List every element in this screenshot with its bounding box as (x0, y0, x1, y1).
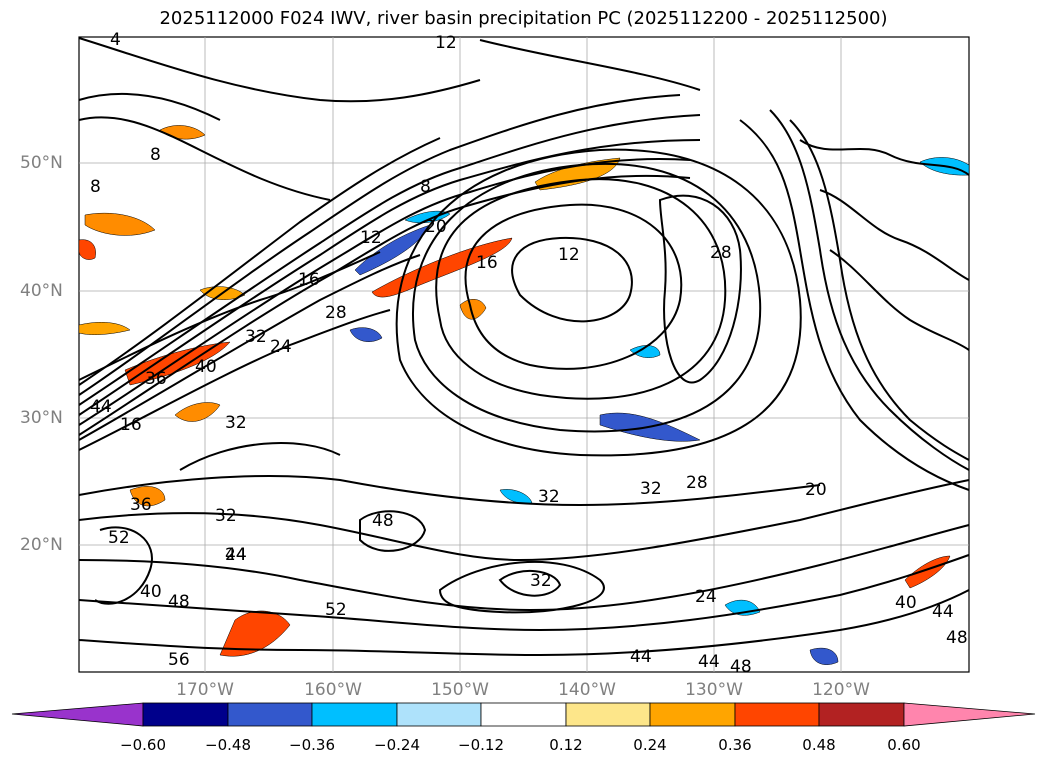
colorbar-bin (734, 702, 820, 727)
colorbar-bin (311, 702, 398, 727)
contour-labels: 4 8 8 8 12 12 12 16 16 16 20 20 24 24 24… (90, 30, 968, 677)
contour-label: 32 (538, 487, 560, 507)
colorbar-tick-label: 0.12 (549, 736, 583, 754)
lat-label: 40°N (20, 281, 63, 301)
contour-label: 24 (695, 587, 717, 607)
colorbar-bin (818, 702, 905, 727)
contour-label: 48 (372, 511, 394, 531)
contour-label: 8 (150, 145, 161, 165)
colorbar-bin (480, 702, 567, 727)
contour-label: 12 (360, 228, 382, 248)
contour-label: 44 (932, 602, 954, 622)
orange-patch (174, 402, 221, 422)
lat-label: 30°N (20, 408, 63, 428)
contour-label: 32 (640, 479, 662, 499)
contour-label: 20 (805, 480, 827, 500)
lon-label: 150°W (431, 680, 489, 700)
contour-label: 44 (225, 545, 247, 565)
contour-label: 12 (558, 245, 580, 265)
contour-label: 32 (215, 506, 237, 526)
blue-patch (349, 327, 383, 342)
contour-label: 40 (140, 582, 162, 602)
lat-label: 50°N (20, 153, 63, 173)
colorbar-tick-label: −0.60 (120, 736, 166, 754)
lon-label: 120°W (812, 680, 870, 700)
contour-label: 48 (730, 657, 752, 677)
orange-patch (371, 237, 513, 298)
contour-label: 24 (270, 337, 292, 357)
colorbar-bin (396, 702, 482, 727)
contour-label: 32 (225, 413, 247, 433)
colorbar-extend-high (903, 702, 1036, 727)
contour-label: 48 (168, 592, 190, 612)
colorbar-tick-label: −0.12 (458, 736, 504, 754)
contour-label: 48 (946, 628, 968, 648)
contour-label: 52 (108, 528, 130, 548)
contour-label: 32 (530, 571, 552, 591)
contour-label: 40 (195, 357, 217, 377)
colorbar-bin (649, 702, 736, 727)
contour-label: 16 (298, 270, 320, 290)
contour-label: 36 (130, 495, 152, 515)
colorbar-tick-label: 0.60 (887, 736, 921, 754)
colorbar-bin (227, 702, 313, 727)
lon-label: 130°W (685, 680, 743, 700)
contour-label: 28 (686, 473, 708, 493)
colorbar-tick-label: −0.48 (205, 736, 251, 754)
contour-label: 44 (630, 647, 652, 667)
colorbar-tick-label: −0.36 (289, 736, 335, 754)
map-title: 2025112000 F024 IWV, river basin precipi… (159, 8, 888, 29)
orange-patch (78, 239, 96, 260)
lon-label: 160°W (304, 680, 362, 700)
contour-label: 16 (476, 253, 498, 273)
lon-label: 170°W (176, 680, 234, 700)
orange-patch (84, 212, 156, 236)
lat-label: 20°N (20, 535, 63, 555)
orange-patch (78, 322, 131, 335)
contour-label: 8 (90, 177, 101, 197)
colorbar-bin (142, 702, 229, 727)
contour-label: 44 (90, 397, 112, 417)
colorbar (11, 702, 1036, 727)
contour-label: 32 (245, 327, 267, 347)
contour-label: 12 (435, 33, 457, 53)
contour-label: 52 (325, 600, 347, 620)
colorbar-tick-label: 0.36 (718, 736, 752, 754)
contour-label: 40 (895, 593, 917, 613)
contour-label: 8 (420, 177, 431, 197)
iwv-contours (78, 37, 970, 657)
orange-patch (129, 486, 166, 507)
colorbar-tick-label: 0.24 (633, 736, 667, 754)
colorbar-tick-label: −0.24 (374, 736, 420, 754)
contour-label: 56 (168, 650, 190, 670)
orange-patch (904, 555, 951, 589)
contour-label: 44 (698, 652, 720, 672)
contour-label: 16 (120, 415, 142, 435)
colorbar-extend-low (11, 702, 144, 727)
blue-patch (809, 647, 839, 665)
contour-label: 4 (110, 30, 121, 50)
contour-label: 28 (325, 303, 347, 323)
contour-label: 36 (145, 369, 167, 389)
contour-label: 28 (710, 243, 732, 263)
colorbar-bin (565, 702, 651, 727)
blue-patch (629, 345, 661, 358)
lon-label: 140°W (558, 680, 616, 700)
contour-label: 24 (225, 545, 247, 565)
contour-label: 20 (425, 217, 447, 237)
colorbar-tick-label: 0.48 (802, 736, 836, 754)
